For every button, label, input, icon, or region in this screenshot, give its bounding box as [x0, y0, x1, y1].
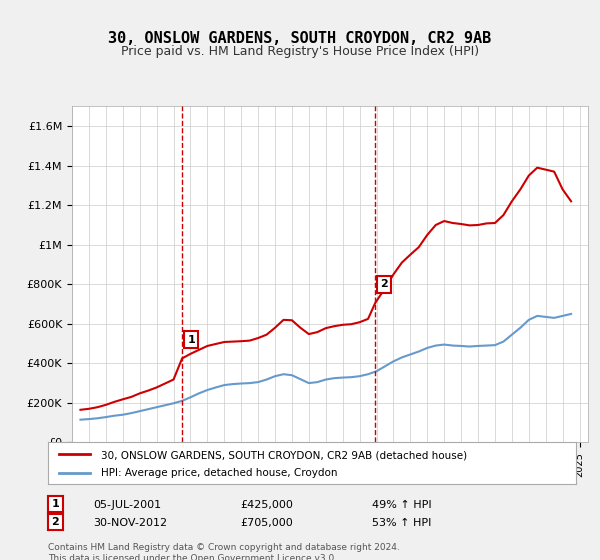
Text: HPI: Average price, detached house, Croydon: HPI: Average price, detached house, Croy… — [101, 469, 337, 478]
Text: 1: 1 — [52, 499, 59, 509]
Text: 05-JUL-2001: 05-JUL-2001 — [93, 500, 161, 510]
Text: 30, ONSLOW GARDENS, SOUTH CROYDON, CR2 9AB (detached house): 30, ONSLOW GARDENS, SOUTH CROYDON, CR2 9… — [101, 450, 467, 460]
Text: 53% ↑ HPI: 53% ↑ HPI — [372, 518, 431, 528]
Text: £425,000: £425,000 — [240, 500, 293, 510]
Text: Contains HM Land Registry data © Crown copyright and database right 2024.
This d: Contains HM Land Registry data © Crown c… — [48, 543, 400, 560]
Text: 30-NOV-2012: 30-NOV-2012 — [93, 518, 167, 528]
Text: 2: 2 — [380, 279, 388, 290]
Text: Price paid vs. HM Land Registry's House Price Index (HPI): Price paid vs. HM Land Registry's House … — [121, 45, 479, 58]
Text: 2: 2 — [52, 517, 59, 527]
Text: 1: 1 — [187, 334, 195, 344]
Text: £705,000: £705,000 — [240, 518, 293, 528]
Text: 30, ONSLOW GARDENS, SOUTH CROYDON, CR2 9AB: 30, ONSLOW GARDENS, SOUTH CROYDON, CR2 9… — [109, 31, 491, 46]
Text: 49% ↑ HPI: 49% ↑ HPI — [372, 500, 431, 510]
